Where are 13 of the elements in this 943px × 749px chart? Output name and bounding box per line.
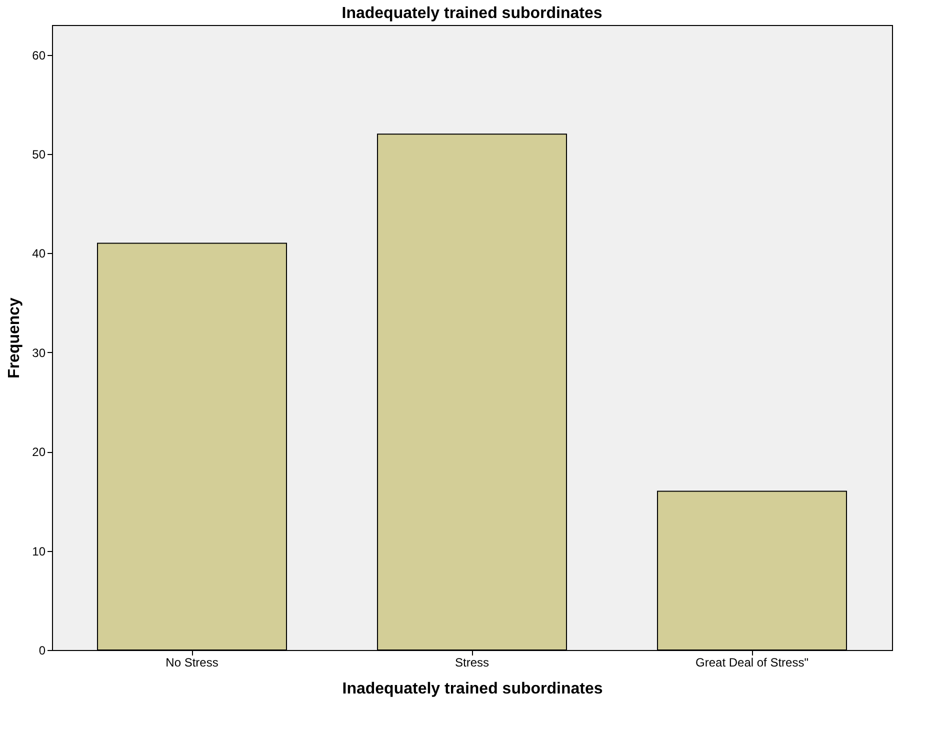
chart-title: Inadequately trained subordinates <box>342 5 602 22</box>
x-tick-label: Stress <box>454 656 490 670</box>
y-tick-label: 50 <box>32 147 46 162</box>
y-tick-label: 0 <box>38 644 46 658</box>
x-tick-label: No Stress <box>166 656 218 670</box>
y-axis-title: Frequency <box>6 297 24 378</box>
x-tick-label: Great Deal of Stress" <box>696 656 808 670</box>
y-tick-label: 60 <box>32 48 46 62</box>
y-tick-label: 30 <box>32 346 46 360</box>
y-tick-label: 20 <box>32 445 46 460</box>
y-tick-label: 40 <box>32 246 46 261</box>
y-tick-label: 10 <box>32 544 46 558</box>
x-axis-title: Inadequately trained subordinates <box>342 680 603 698</box>
